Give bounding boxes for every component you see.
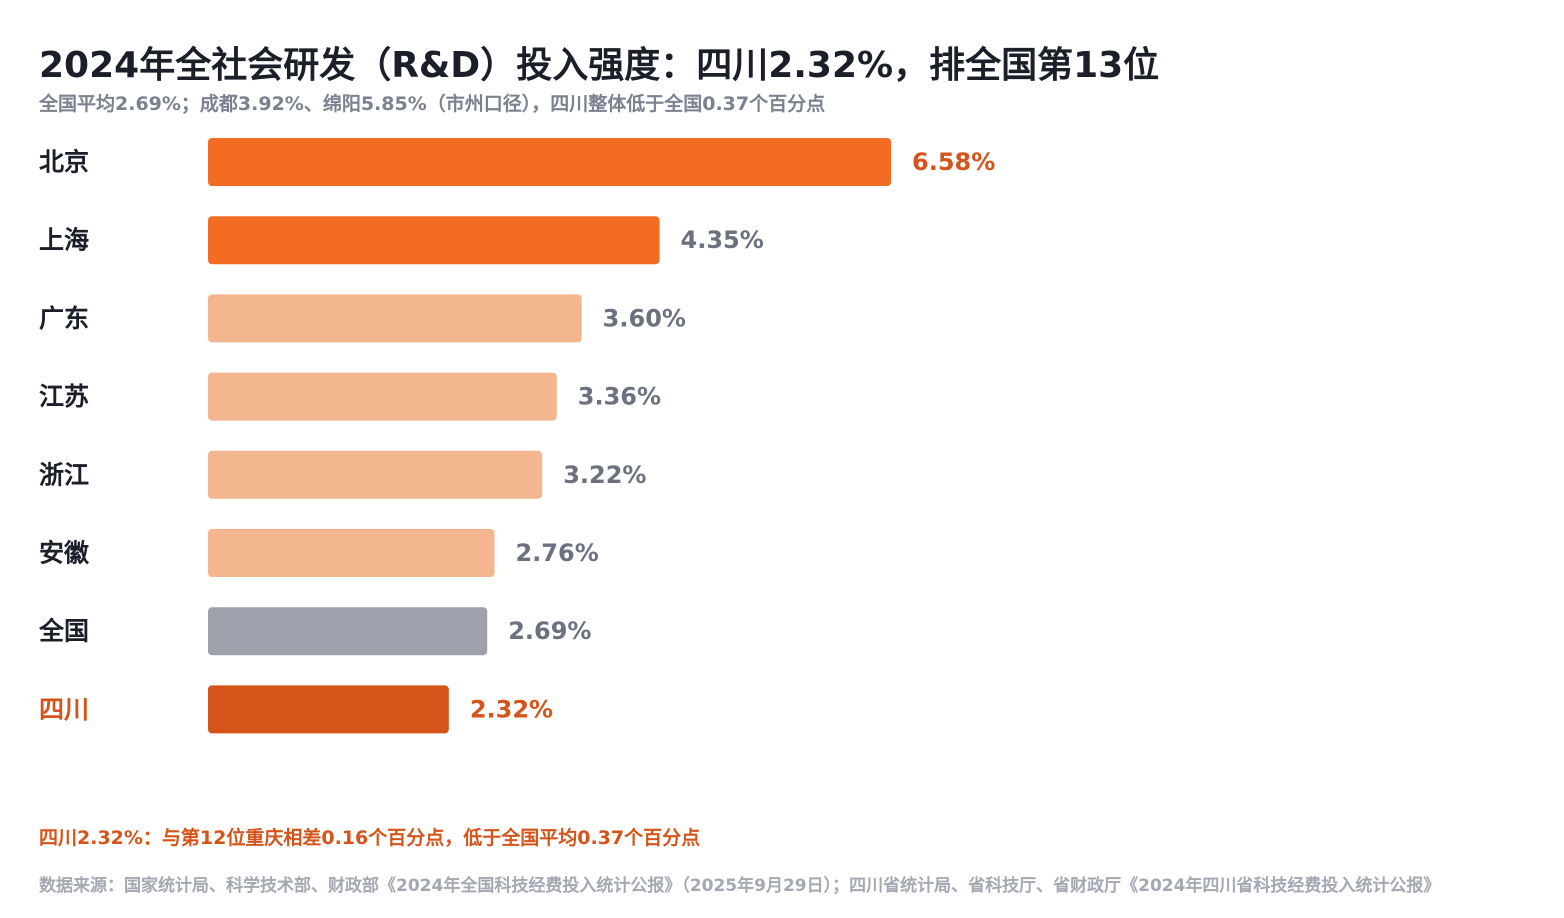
bar	[208, 529, 495, 577]
category-label: 四川	[39, 695, 89, 724]
category-label: 江苏	[39, 382, 89, 411]
chart-note: 四川2.32%：与第12位重庆相差0.16个百分点，低于全国平均0.37个百分点	[39, 827, 701, 849]
category-label: 安徽	[39, 539, 90, 568]
value-label: 3.22%	[563, 461, 646, 489]
bar	[208, 294, 582, 343]
category-label: 上海	[39, 226, 89, 255]
chart-title: 2024年全社会研发（R&D）投入强度：四川2.32%，排全国第13位	[39, 45, 1160, 86]
chart-subtitle: 全国平均2.69%；成都3.92%、绵阳5.85%（市州口径），四川整体低于全国…	[39, 93, 826, 115]
category-label: 北京	[39, 148, 89, 177]
category-label: 广东	[39, 304, 89, 333]
bar	[208, 138, 891, 186]
bar	[208, 450, 543, 499]
bar	[208, 607, 488, 656]
category-label: 浙江	[39, 460, 89, 489]
bar	[208, 216, 660, 265]
value-label: 4.35%	[681, 226, 764, 254]
bar-chart: 北京 6.58% 上海 4.35% 广东 3.60% 江苏 3.36% 浙江 3.22% 安徽 2.7…	[38, 138, 995, 734]
data-source: 数据来源：国家统计局、科学技术部、财政部《2024年全国科技经费投入统计公报》（…	[39, 876, 1441, 896]
bar	[208, 372, 557, 421]
bar	[208, 685, 449, 734]
value-label: 2.32%	[470, 695, 553, 723]
value-label: 6.58%	[912, 148, 995, 176]
value-label: 3.60%	[603, 304, 686, 332]
value-label: 3.36%	[578, 383, 661, 411]
value-label: 2.76%	[515, 539, 598, 567]
value-label: 2.69%	[508, 617, 591, 645]
category-label: 全国	[38, 617, 89, 646]
